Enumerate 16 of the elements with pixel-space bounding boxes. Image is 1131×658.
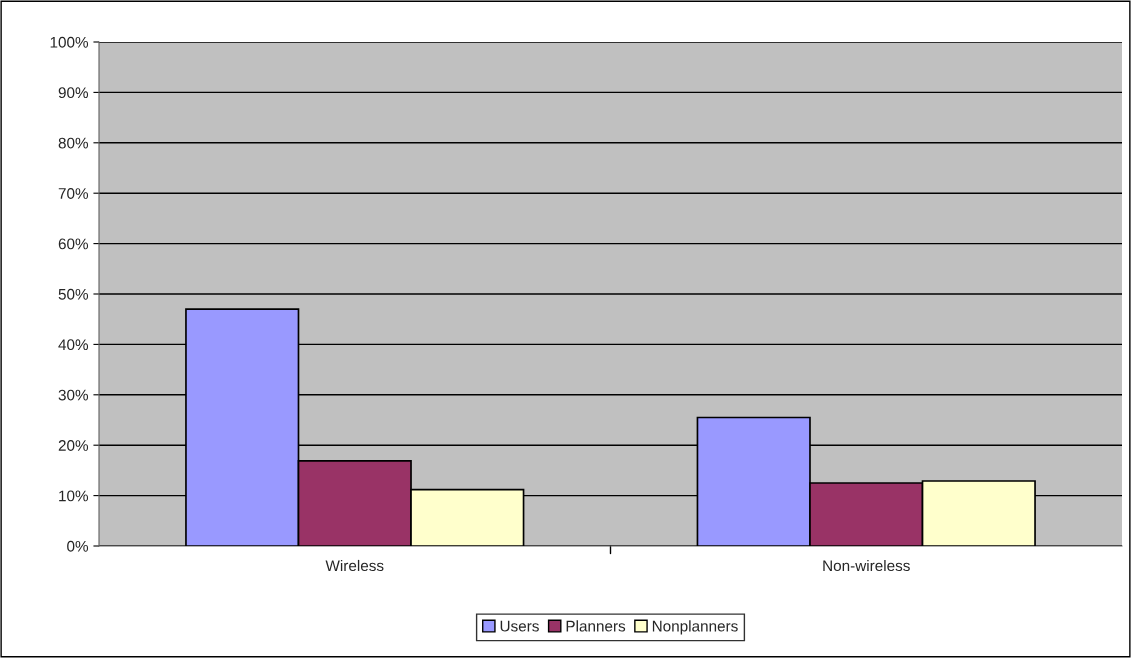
y-tick-label: 80% [58, 137, 89, 149]
y-tick-label: 90% [58, 87, 89, 99]
y-tick-label: 60% [58, 238, 89, 250]
y-tick-label: 10% [59, 490, 89, 502]
y-tick-label: 40% [58, 339, 89, 351]
y-tick-label: 70% [58, 188, 89, 199]
legend-label: Nonplanners [652, 620, 738, 635]
y-tick-label: 50% [58, 288, 89, 300]
y-tick-label: 20% [58, 440, 89, 451]
legend-label: Planners [566, 620, 626, 632]
y-tick-label: 100% [50, 36, 89, 48]
x-tick-label: Non-wireless [823, 559, 910, 572]
y-tick-label: 0% [67, 540, 89, 552]
y-tick-label: 30% [58, 389, 89, 401]
legend-label: Users [500, 620, 539, 632]
x-tick-label: Wireless [325, 559, 384, 572]
